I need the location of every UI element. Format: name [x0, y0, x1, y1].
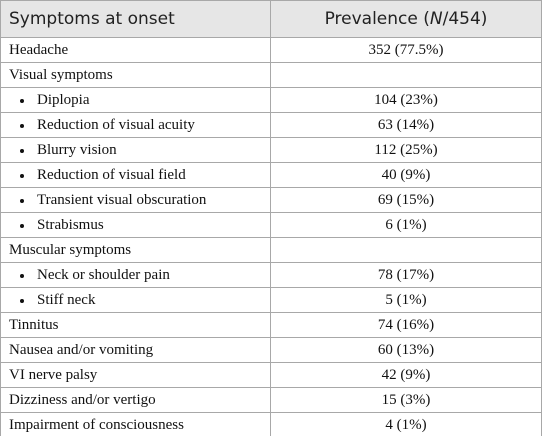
value-cell: 4 (1%)	[270, 412, 542, 436]
table-row: Diplopia 104 (23%)	[0, 87, 542, 113]
value-cell: 6 (1%)	[270, 212, 542, 238]
label-cell: Blurry vision	[0, 137, 271, 163]
value-cell: 60 (13%)	[270, 337, 542, 363]
label-cell: Muscular symptoms	[0, 237, 271, 263]
value-cell: 104 (23%)	[270, 87, 542, 113]
table-row: Visual symptoms	[0, 62, 542, 88]
table-row: Reduction of visual acuity 63 (14%)	[0, 112, 542, 138]
table-body: Headache 352 (77.5%) Visual symptoms Diplop…	[0, 37, 542, 436]
value-cell	[270, 237, 542, 263]
table-row: Dizziness and/or vertigo 15 (3%)	[0, 387, 542, 413]
table-row: Blurry vision 112 (25%)	[0, 137, 542, 163]
value-cell	[270, 62, 542, 88]
label-cell: Reduction of visual acuity	[0, 112, 271, 138]
table-row: Reduction of visual field 40 (9%)	[0, 162, 542, 188]
table-row: VI nerve palsy 42 (9%)	[0, 362, 542, 388]
label-cell: Stiff neck	[0, 287, 271, 313]
label-cell: Neck or shoulder pain	[0, 262, 271, 288]
table-row: Muscular symptoms	[0, 237, 542, 263]
header-cell: Prevalence (N/454)	[270, 0, 542, 38]
label-cell: Headache	[0, 37, 271, 63]
label-cell: Dizziness and/or vertigo	[0, 387, 271, 413]
label-cell: Impairment of consciousness	[0, 412, 271, 436]
table-row: Nausea and/or vomiting 60 (13%)	[0, 337, 542, 363]
label-cell: Transient visual obscuration	[0, 187, 271, 213]
label-cell: Strabismus	[0, 212, 271, 238]
value-cell: 5 (1%)	[270, 287, 542, 313]
table-row: Strabismus 6 (1%)	[0, 212, 542, 238]
label-cell: Tinnitus	[0, 312, 271, 338]
header-cell: Symptoms at onset	[0, 0, 271, 38]
label-cell: Visual symptoms	[0, 62, 271, 88]
header-text: /454)	[442, 9, 488, 29]
header-text: Prevalence (	[324, 9, 430, 29]
value-cell: 15 (3%)	[270, 387, 542, 413]
table-row: Neck or shoulder pain 78 (17%)	[0, 262, 542, 288]
header-text: N	[429, 9, 443, 29]
value-cell: 40 (9%)	[270, 162, 542, 188]
table-row: Impairment of consciousness 4 (1%)	[0, 412, 542, 436]
table-row: Stiff neck 5 (1%)	[0, 287, 542, 313]
table-row: Headache 352 (77.5%)	[0, 37, 542, 63]
table-row: Tinnitus 74 (16%)	[0, 312, 542, 338]
value-cell: 74 (16%)	[270, 312, 542, 338]
header-row: Symptoms at onset Prevalence (N/454)	[0, 0, 542, 38]
value-cell: 42 (9%)	[270, 362, 542, 388]
label-cell: Reduction of visual field	[0, 162, 271, 188]
label-cell: Diplopia	[0, 87, 271, 113]
value-cell: 352 (77.5%)	[270, 37, 542, 63]
value-cell: 69 (15%)	[270, 187, 542, 213]
value-cell: 78 (17%)	[270, 262, 542, 288]
label-cell: Nausea and/or vomiting	[0, 337, 271, 363]
value-cell: 63 (14%)	[270, 112, 542, 138]
value-cell: 112 (25%)	[270, 137, 542, 163]
table-row: Transient visual obscuration 69 (15%)	[0, 187, 542, 213]
label-cell: VI nerve palsy	[0, 362, 271, 388]
